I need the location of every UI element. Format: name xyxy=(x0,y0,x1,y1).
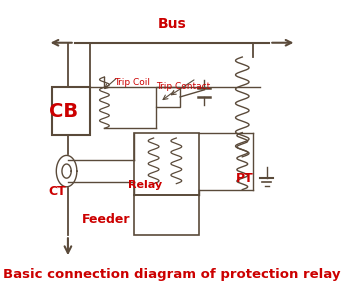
Text: Bus: Bus xyxy=(158,17,186,31)
Bar xyxy=(156,87,180,107)
Text: PT: PT xyxy=(236,172,253,185)
Text: Feeder: Feeder xyxy=(82,213,130,226)
Text: Relay: Relay xyxy=(128,180,162,190)
Text: Trip Contact: Trip Contact xyxy=(156,82,210,91)
Text: Basic connection diagram of protection relay: Basic connection diagram of protection r… xyxy=(3,268,341,281)
Bar xyxy=(134,195,199,235)
Text: CT: CT xyxy=(48,185,66,198)
Bar xyxy=(134,132,199,195)
Bar xyxy=(52,87,89,135)
Text: CB: CB xyxy=(49,102,78,121)
Text: Trip Coil: Trip Coil xyxy=(114,78,150,87)
